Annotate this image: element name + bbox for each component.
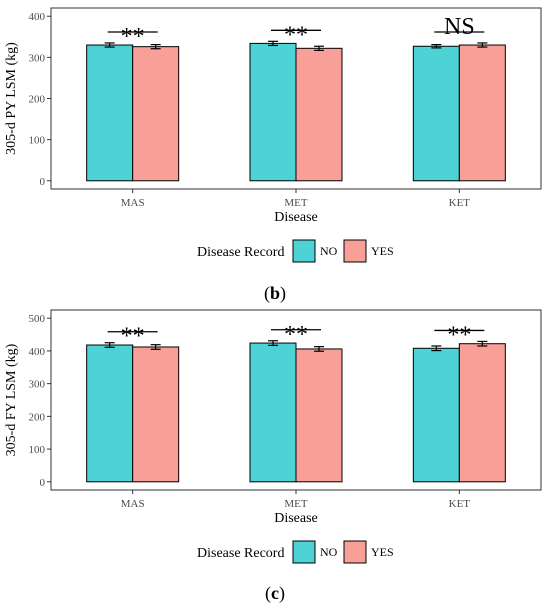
y-tick-label: 200 (29, 411, 46, 423)
y-tick-label: 500 (29, 313, 46, 325)
x-tick-label: MET (284, 197, 308, 209)
legend-label: YES (371, 545, 394, 559)
significance-label: ** (121, 324, 145, 350)
bar-no-ket (412, 347, 460, 483)
x-axis-title: Disease (274, 511, 318, 526)
legend-label: YES (371, 244, 394, 258)
bar-no-met (249, 342, 297, 483)
y-tick-label: 300 (29, 379, 46, 391)
bar-yes-met (295, 47, 343, 182)
chart-panel-c: 0 100 200 300 400 500 305-d FY LSM (kg) MAS ** ME… (4, 309, 542, 604)
legend-key-yes (343, 540, 367, 564)
bar-yes-ket (458, 343, 506, 483)
legend-label: NO (320, 545, 338, 559)
bar-yes-ket (458, 44, 506, 182)
y-tick-label: 300 (29, 52, 46, 64)
y-tick-label: 100 (29, 135, 46, 147)
bar-yes-mas (132, 46, 180, 182)
y-tick-label: 400 (29, 346, 46, 358)
x-tick-label: MET (284, 498, 308, 510)
x-tick-label: MAS (121, 498, 145, 510)
y-tick-label: 200 (29, 94, 46, 106)
legend: Disease Record NO YES (197, 239, 394, 263)
legend-key-no (292, 239, 316, 263)
bar-no-mas (86, 44, 134, 182)
bar-no-mas (86, 344, 134, 483)
significance-label: ** (284, 322, 308, 348)
y-tick-label: 0 (40, 176, 46, 188)
bar-yes-met (295, 348, 343, 483)
bar-yes-mas (132, 346, 180, 483)
significance-label: ** (447, 322, 471, 348)
x-tick-label: KET (449, 498, 471, 510)
x-axis-title: Disease (274, 210, 318, 225)
panel-label: (c) (265, 583, 285, 604)
panel-label: (b) (264, 283, 286, 304)
legend-label: NO (320, 244, 338, 258)
bar-no-ket (412, 45, 460, 182)
y-tick-label: 0 (40, 477, 46, 489)
significance-label: ** (121, 24, 145, 50)
bar-no-met (249, 42, 297, 182)
x-tick-label: MAS (121, 197, 145, 209)
y-tick-label: 400 (29, 11, 46, 23)
x-tick-label: KET (449, 197, 471, 209)
y-tick-label: 100 (29, 444, 46, 456)
y-axis-title: 305-d PY LSM (kg) (4, 42, 19, 155)
legend-key-yes (343, 239, 367, 263)
y-axis-title: 305-d FY LSM (kg) (4, 343, 19, 456)
legend-title: Disease Record (197, 245, 284, 260)
legend-title: Disease Record (197, 546, 284, 561)
legend: Disease Record NO YES (197, 540, 394, 564)
significance-label: NS (444, 14, 475, 40)
chart-panel-b: 0 100 200 300 400 305-d PY LSM (kg) MAS ** MET **… (4, 7, 542, 304)
legend-key-no (292, 540, 316, 564)
significance-label: ** (284, 22, 308, 48)
